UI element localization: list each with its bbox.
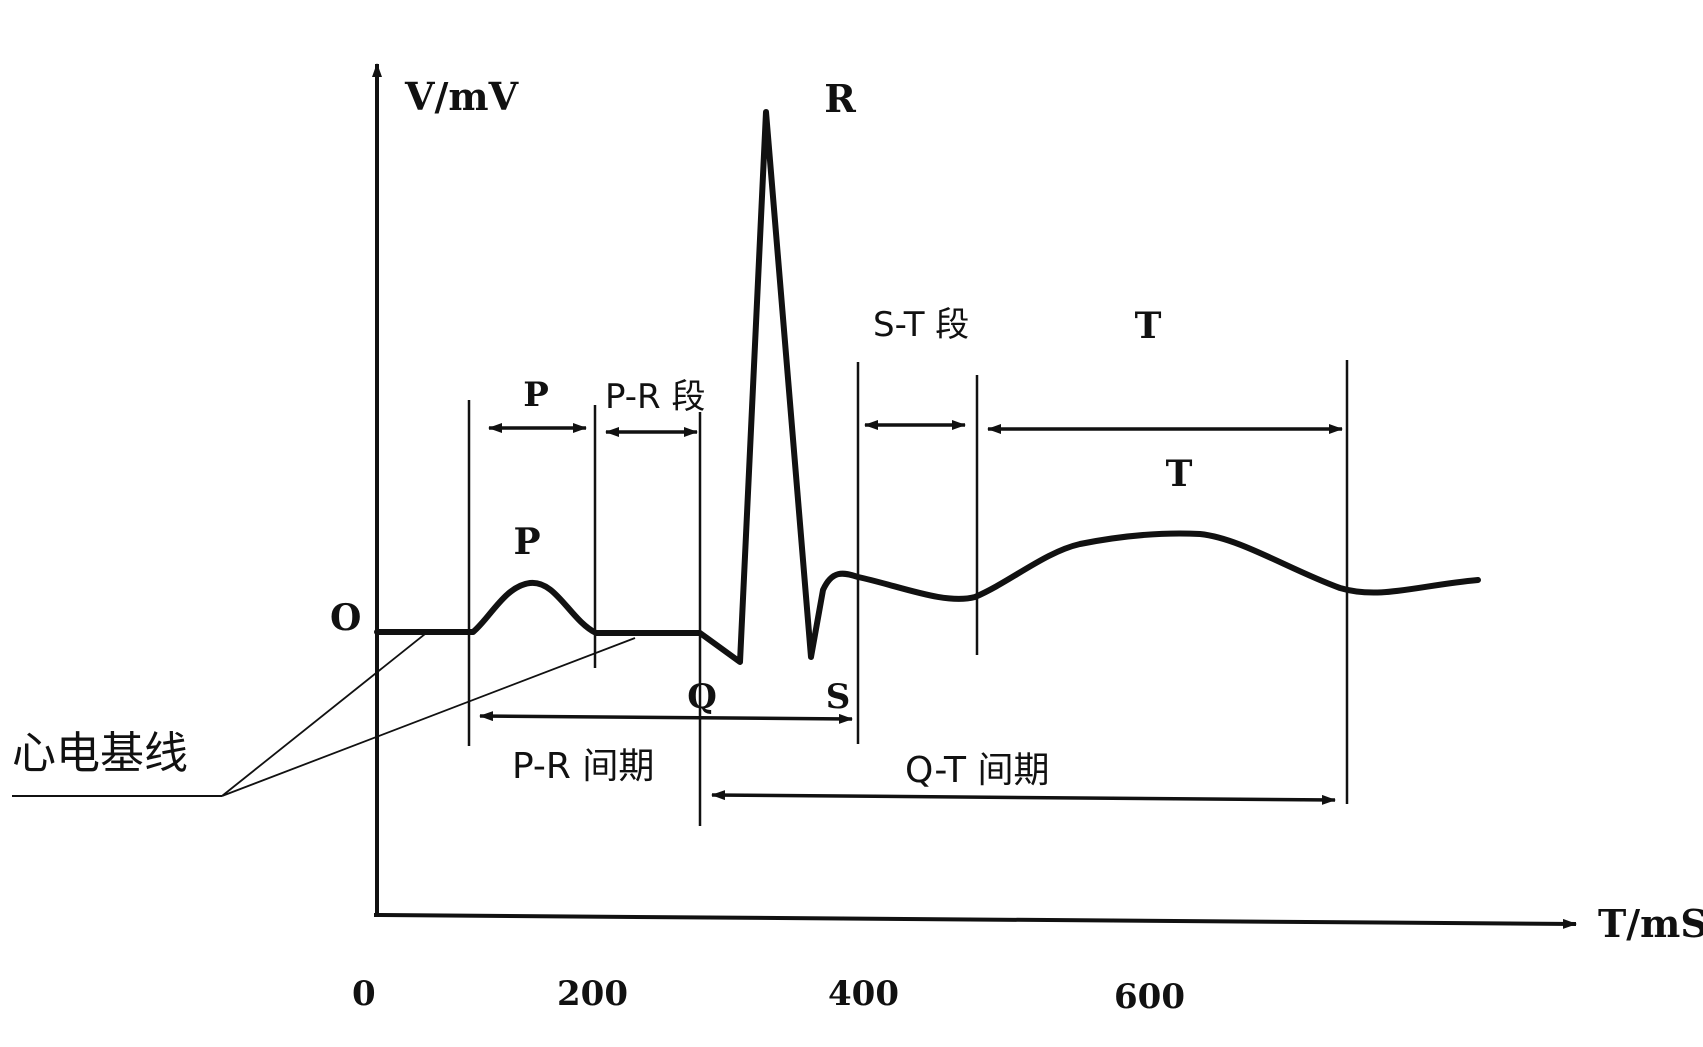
s-wave-label: S: [826, 677, 851, 717]
x-tick-label: 400: [828, 974, 899, 1014]
pr-interval-arrow: [480, 716, 852, 719]
st-segment-label: S-T 段: [873, 305, 969, 345]
t-wave-interval-label: T: [1135, 305, 1162, 347]
x-tick-label: 0: [352, 974, 376, 1014]
t-wave-label: T: [1166, 453, 1193, 495]
q-wave-label: Q: [687, 677, 717, 717]
p-wave-interval-label: P: [523, 375, 549, 415]
qt-interval-label: Q-T 间期: [905, 750, 1049, 791]
x-tick-label: 600: [1114, 977, 1185, 1017]
pr-segment-label: P-R 段: [605, 377, 705, 417]
x-axis: [374, 915, 1576, 924]
qt-interval-arrow: [712, 795, 1335, 800]
r-wave-label: R: [824, 76, 856, 121]
x-tick-label: 200: [557, 974, 628, 1014]
x-axis-label: T/mS: [1598, 901, 1703, 946]
baseline-callout-label: 心电基线: [12, 728, 188, 779]
p-wave-label: P: [513, 521, 540, 563]
pr-interval-label: P-R 间期: [512, 746, 654, 787]
baseline-leader-line: [222, 634, 425, 796]
y-zero-label: O: [330, 597, 361, 639]
y-axis-label: V/mV: [404, 74, 520, 119]
